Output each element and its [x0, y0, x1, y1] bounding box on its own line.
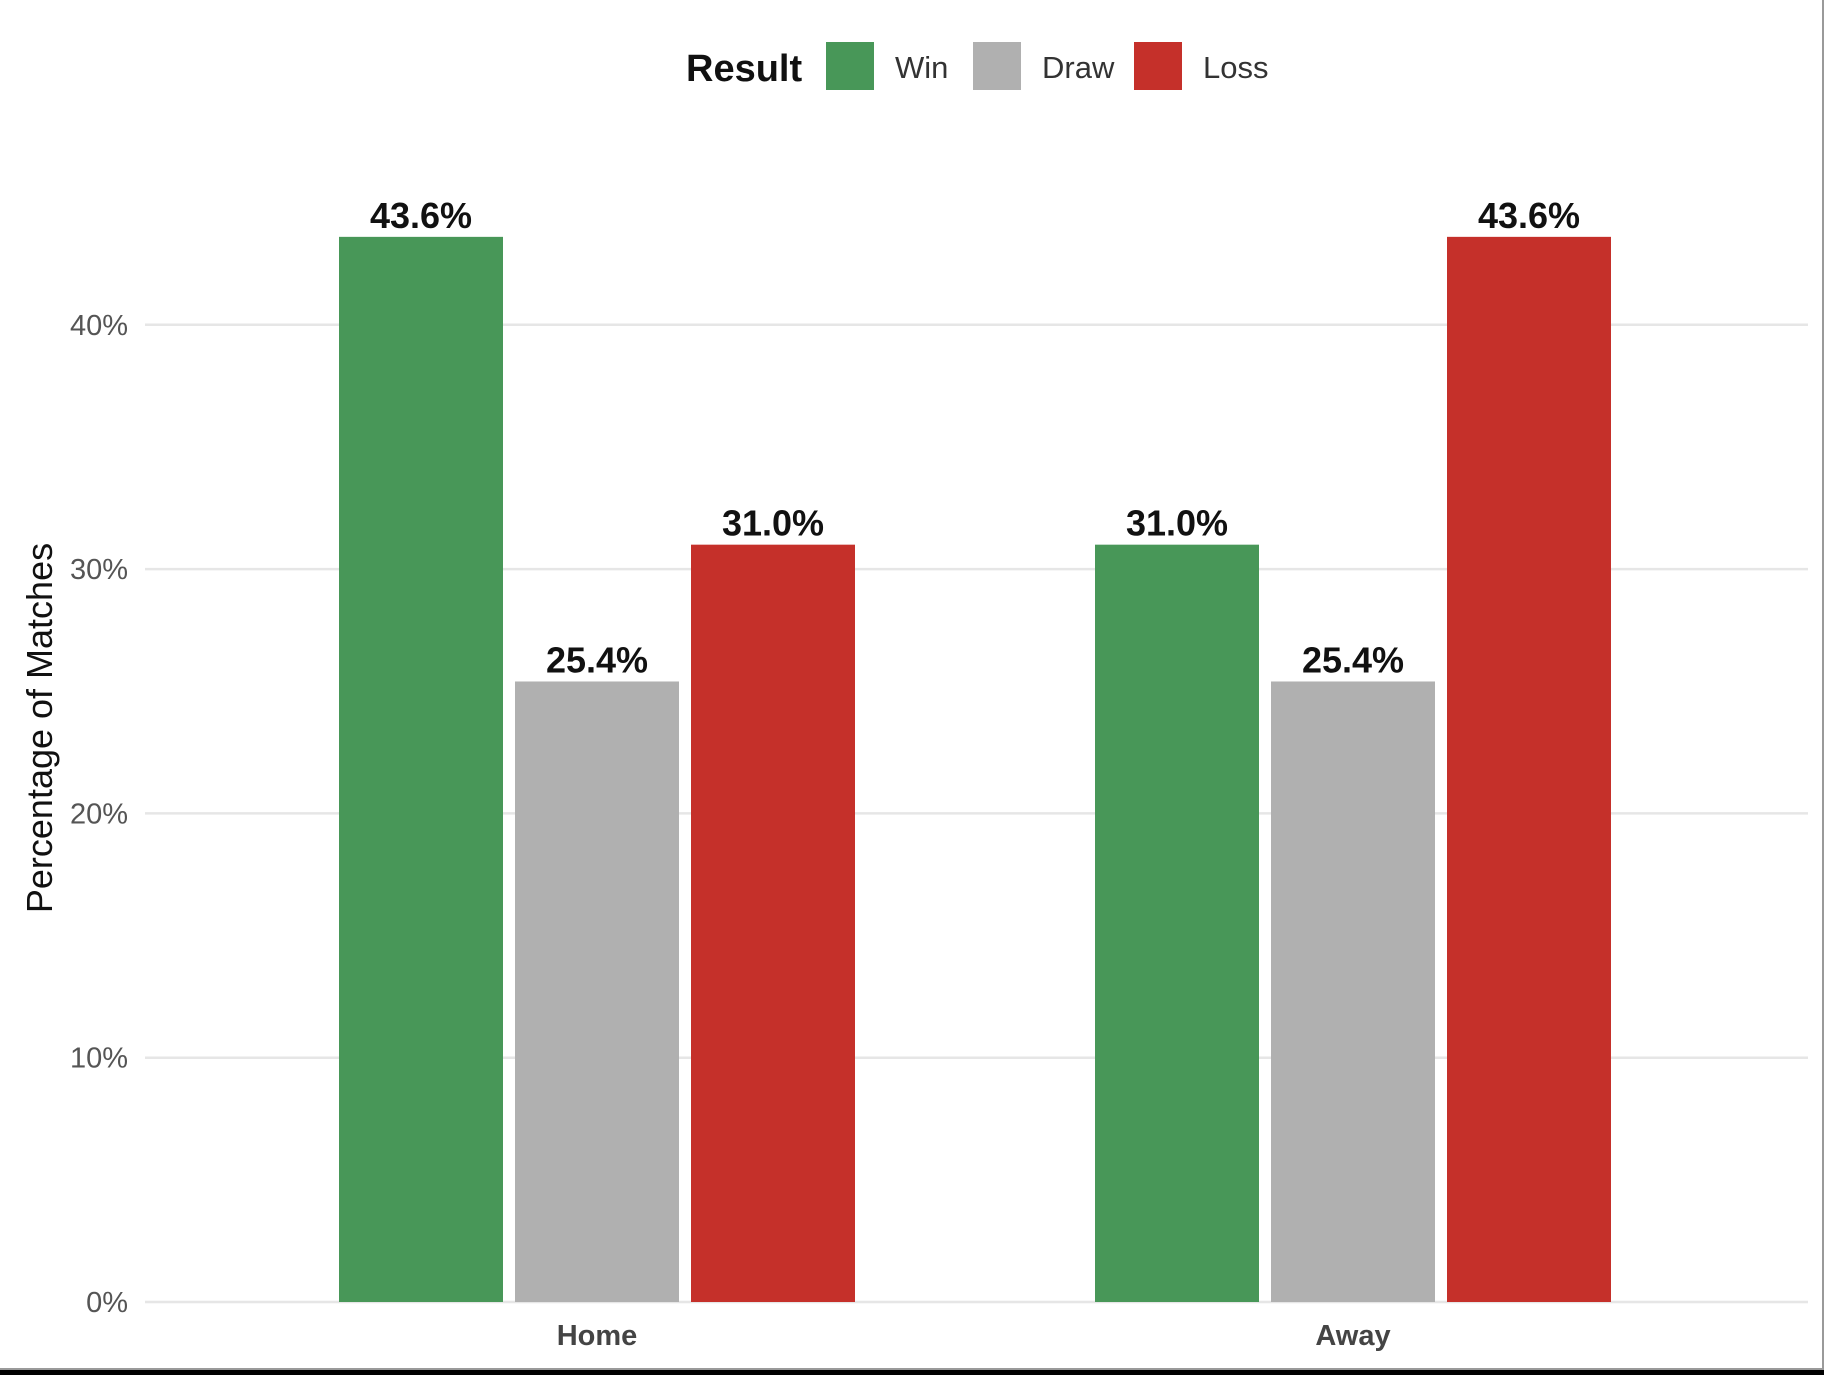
legend-title: Result	[686, 48, 802, 90]
bar-home-draw	[515, 681, 679, 1302]
data-label: 43.6%	[370, 195, 472, 236]
legend-label: Win	[895, 50, 948, 85]
data-label: 25.4%	[1302, 639, 1404, 680]
y-tick-label: 20%	[70, 798, 128, 830]
x-axis-ticks: Home Away	[557, 1320, 1391, 1352]
y-axis-title: Percentage of Matches	[19, 543, 60, 913]
y-axis-ticks: 0% 10% 20% 30% 40%	[70, 310, 128, 1319]
legend-swatch	[1134, 42, 1182, 90]
data-labels: 43.6% 25.4% 31.0% 31.0% 25.4% 43.6%	[370, 195, 1580, 681]
legend-item-draw: Draw	[973, 42, 1115, 90]
legend-swatch	[826, 42, 874, 90]
bar-home-win	[339, 236, 503, 1302]
legend-label: Draw	[1042, 50, 1115, 85]
bar-home-loss	[691, 544, 855, 1302]
bar-away-win	[1095, 544, 1259, 1302]
legend-items: Win Draw Loss	[826, 42, 1268, 90]
y-tick-label: 40%	[70, 310, 128, 342]
x-tick-label: Away	[1315, 1320, 1390, 1352]
data-label: 31.0%	[1126, 503, 1228, 544]
legend-item-win: Win	[826, 42, 948, 90]
y-tick-label: 0%	[86, 1287, 128, 1319]
data-label: 43.6%	[1478, 195, 1580, 236]
bar-away-loss	[1447, 236, 1611, 1302]
bars	[339, 236, 1611, 1302]
x-tick-label: Home	[557, 1320, 638, 1352]
legend-item-loss: Loss	[1134, 42, 1268, 90]
legend-swatch	[973, 42, 1021, 90]
legend-label: Loss	[1203, 50, 1268, 85]
y-tick-label: 30%	[70, 554, 128, 586]
legend: Result Win Draw Loss	[686, 42, 1268, 90]
data-label: 31.0%	[722, 503, 824, 544]
y-tick-label: 10%	[70, 1043, 128, 1075]
bar-away-draw	[1271, 681, 1435, 1302]
data-label: 25.4%	[546, 639, 648, 680]
